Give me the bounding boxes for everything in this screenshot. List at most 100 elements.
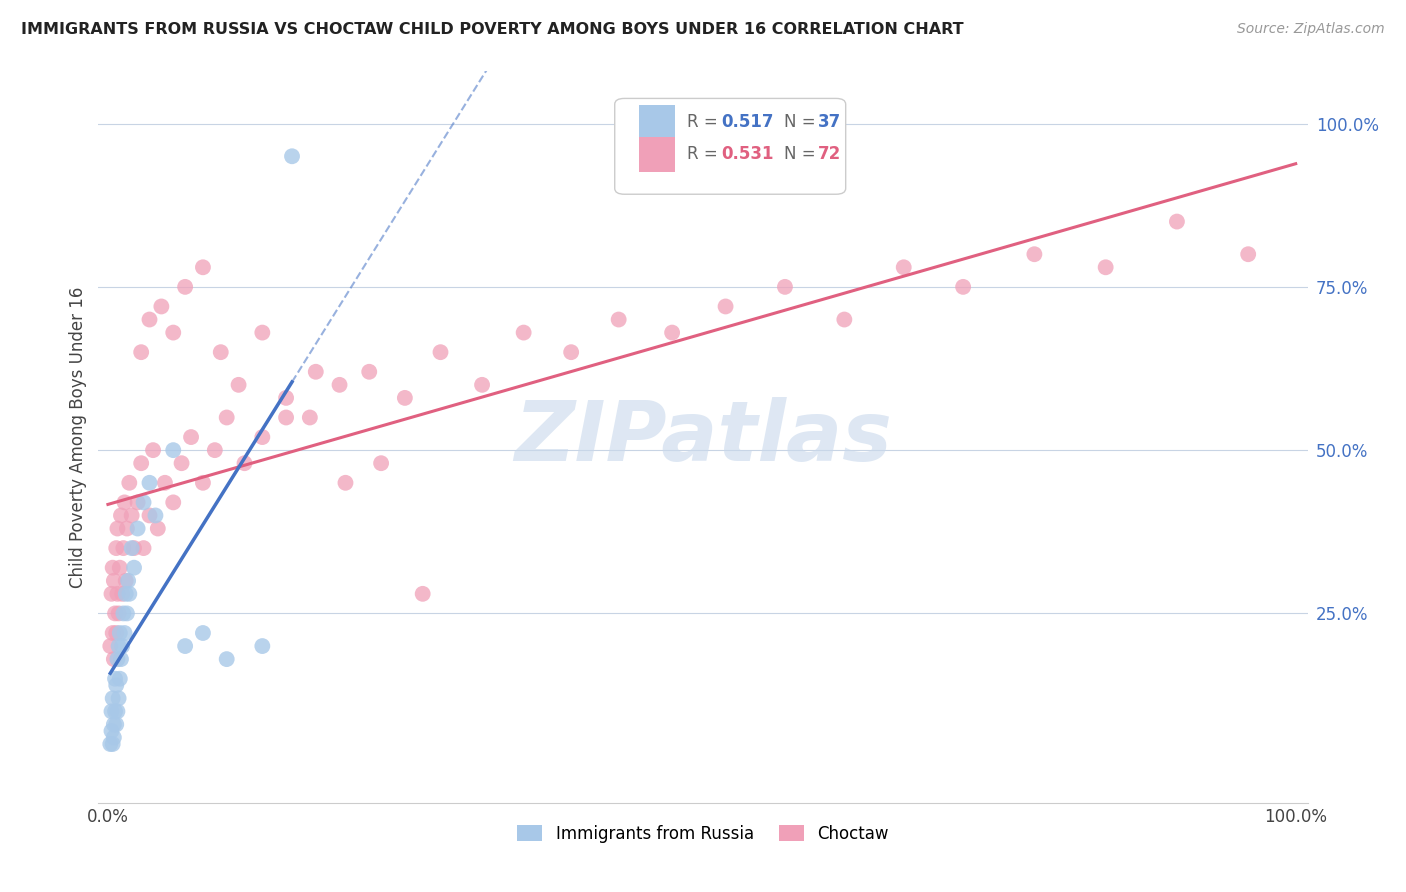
Point (471, 377, 494, 392)
Point (252, 639, 274, 653)
Point (127, 495, 149, 509)
Point (107, 587, 129, 601)
Point (107, 607, 129, 621)
Point (560, 345, 582, 359)
Point (714, 300, 737, 314)
Point (142, 443, 165, 458)
Point (114, 587, 136, 601)
Point (305, 365, 328, 379)
Point (122, 541, 145, 555)
Point (114, 495, 136, 509)
Point (107, 639, 129, 653)
Point (215, 410, 238, 425)
Point (162, 326, 184, 340)
Point (103, 717, 125, 731)
Point (1024, 247, 1046, 261)
Point (121, 541, 143, 555)
Point (101, 626, 124, 640)
Text: R =: R = (688, 145, 723, 163)
Point (107, 691, 129, 706)
Point (138, 312, 160, 326)
Point (138, 508, 160, 523)
Bar (638, 104, 675, 139)
Point (145, 508, 167, 523)
Point (834, 312, 856, 326)
Text: N =: N = (785, 145, 821, 163)
Point (111, 639, 134, 653)
Point (118, 475, 141, 490)
Point (1094, 260, 1116, 275)
Point (121, 508, 143, 523)
Legend: Immigrants from Russia, Choctaw: Immigrants from Russia, Choctaw (510, 818, 896, 849)
Point (105, 626, 128, 640)
Point (112, 607, 135, 621)
Point (127, 521, 149, 535)
Point (252, 430, 274, 444)
Point (98, 639, 121, 653)
Point (129, 345, 152, 359)
Point (215, 652, 238, 666)
Point (129, 456, 152, 470)
Point (209, 345, 232, 359)
Point (191, 475, 214, 490)
Point (107, 652, 129, 666)
Point (107, 521, 129, 535)
Point (952, 280, 974, 294)
Point (335, 475, 357, 490)
Point (180, 430, 202, 444)
Point (162, 495, 184, 509)
Point (228, 377, 250, 392)
Point (412, 587, 434, 601)
Point (274, 410, 297, 425)
Point (204, 443, 226, 458)
Point (146, 521, 169, 535)
Point (893, 260, 915, 275)
Point (122, 560, 145, 574)
Text: 37: 37 (818, 113, 841, 131)
Text: R =: R = (688, 113, 723, 131)
Point (170, 456, 193, 470)
Point (429, 345, 451, 359)
Y-axis label: Child Poverty Among Boys Under 16: Child Poverty Among Boys Under 16 (69, 286, 87, 588)
Point (112, 541, 135, 555)
Point (252, 326, 274, 340)
Point (174, 280, 197, 294)
Point (607, 312, 630, 326)
Point (114, 626, 136, 640)
Point (512, 326, 534, 340)
Point (162, 443, 184, 458)
Point (100, 587, 122, 601)
Point (110, 508, 132, 523)
Point (104, 607, 127, 621)
Text: Source: ZipAtlas.com: Source: ZipAtlas.com (1237, 22, 1385, 37)
Point (105, 678, 128, 692)
Text: IMMIGRANTS FROM RUSSIA VS CHOCTAW CHILD POVERTY AMONG BOYS UNDER 16 CORRELATION : IMMIGRANTS FROM RUSSIA VS CHOCTAW CHILD … (21, 22, 963, 37)
Point (101, 691, 124, 706)
Point (174, 639, 197, 653)
Text: N =: N = (785, 113, 821, 131)
Point (132, 541, 155, 555)
Point (100, 723, 122, 738)
Text: ZIPatlas: ZIPatlas (515, 397, 891, 477)
Point (153, 475, 176, 490)
FancyBboxPatch shape (614, 98, 845, 194)
Point (111, 587, 134, 601)
Point (104, 672, 127, 686)
Point (98, 737, 121, 751)
Point (370, 456, 392, 470)
Point (132, 495, 155, 509)
Point (108, 560, 131, 574)
Point (103, 574, 125, 588)
Point (117, 574, 139, 588)
Point (105, 541, 128, 555)
Point (394, 391, 416, 405)
Point (328, 377, 350, 392)
Point (108, 672, 131, 686)
Point (1237, 247, 1260, 261)
Point (1166, 214, 1188, 228)
Point (104, 705, 127, 719)
Point (101, 560, 124, 574)
Point (100, 705, 122, 719)
Point (191, 626, 214, 640)
Point (150, 300, 173, 314)
